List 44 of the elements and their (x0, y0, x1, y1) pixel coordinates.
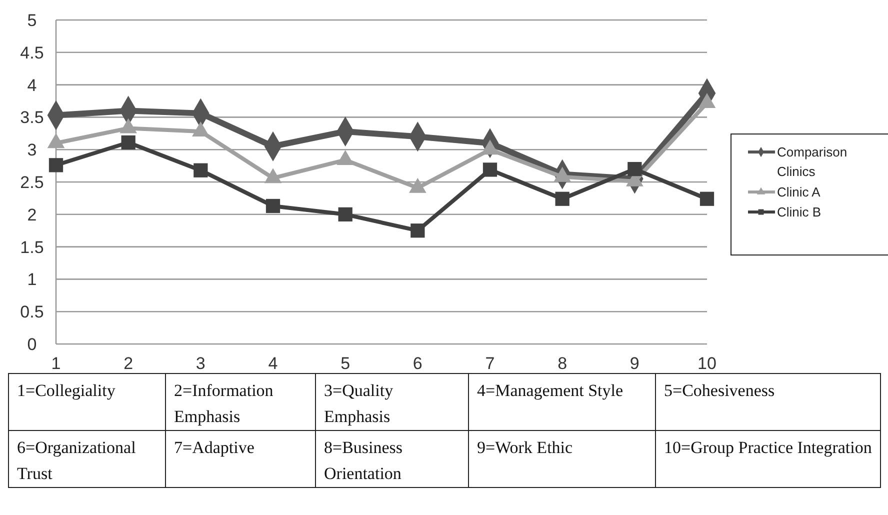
text: 4=Management Style (468, 374, 656, 430)
text: 3=Quality Emphasis (316, 374, 468, 430)
x-tick-label: 8 (558, 354, 568, 373)
text: 7=Adaptive (166, 430, 316, 488)
text: 10=Group Practice Integration (656, 430, 880, 488)
x-tick-label: 5 (340, 354, 350, 373)
text: 2=Information Emphasis (166, 374, 316, 430)
y-tick-label: 3.5 (20, 108, 44, 128)
y-tick-label: 4.5 (20, 43, 44, 62)
x-tick-label: 4 (268, 354, 278, 373)
y-tick-label: 2.5 (20, 172, 44, 192)
text: 6=Organizational Trust (8, 430, 166, 488)
y-tick-label: 1.5 (20, 238, 44, 257)
legend-label: Clinic B (777, 204, 822, 220)
legend-label: Comparison Clinics (777, 144, 848, 180)
legend-label: Clinic A (777, 184, 821, 200)
y-tick-label: 2 (27, 205, 37, 224)
text: 1=Collegiality (8, 374, 166, 430)
point (410, 224, 425, 238)
point (48, 158, 64, 172)
x-tick-label: 1 (51, 354, 61, 373)
point (482, 162, 498, 177)
point (700, 192, 714, 206)
y-tick-label: 5 (27, 10, 37, 30)
point (121, 135, 136, 150)
x-tick-label: 6 (412, 354, 422, 373)
point (628, 162, 642, 176)
text: 9=Work Ethic (468, 430, 656, 488)
point (266, 198, 280, 214)
point (555, 192, 570, 206)
y-tick-label: 4 (27, 76, 37, 95)
x-tick-label: 2 (124, 354, 134, 373)
x-tick-label: 3 (196, 354, 206, 373)
x-tick-label: 9 (630, 354, 640, 373)
point (338, 207, 352, 222)
text: 5=Cohesiveness (656, 374, 880, 430)
point (194, 163, 208, 178)
x-tick-label: 10 (698, 354, 716, 373)
y-tick-label: 0 (27, 334, 37, 354)
x-tick-label: 7 (485, 354, 495, 373)
text: 8=Business Orientation (316, 430, 468, 488)
y-tick-label: 1 (27, 270, 37, 290)
y-tick-label: 0.5 (20, 302, 44, 322)
y-tick-label: 3 (27, 140, 37, 160)
